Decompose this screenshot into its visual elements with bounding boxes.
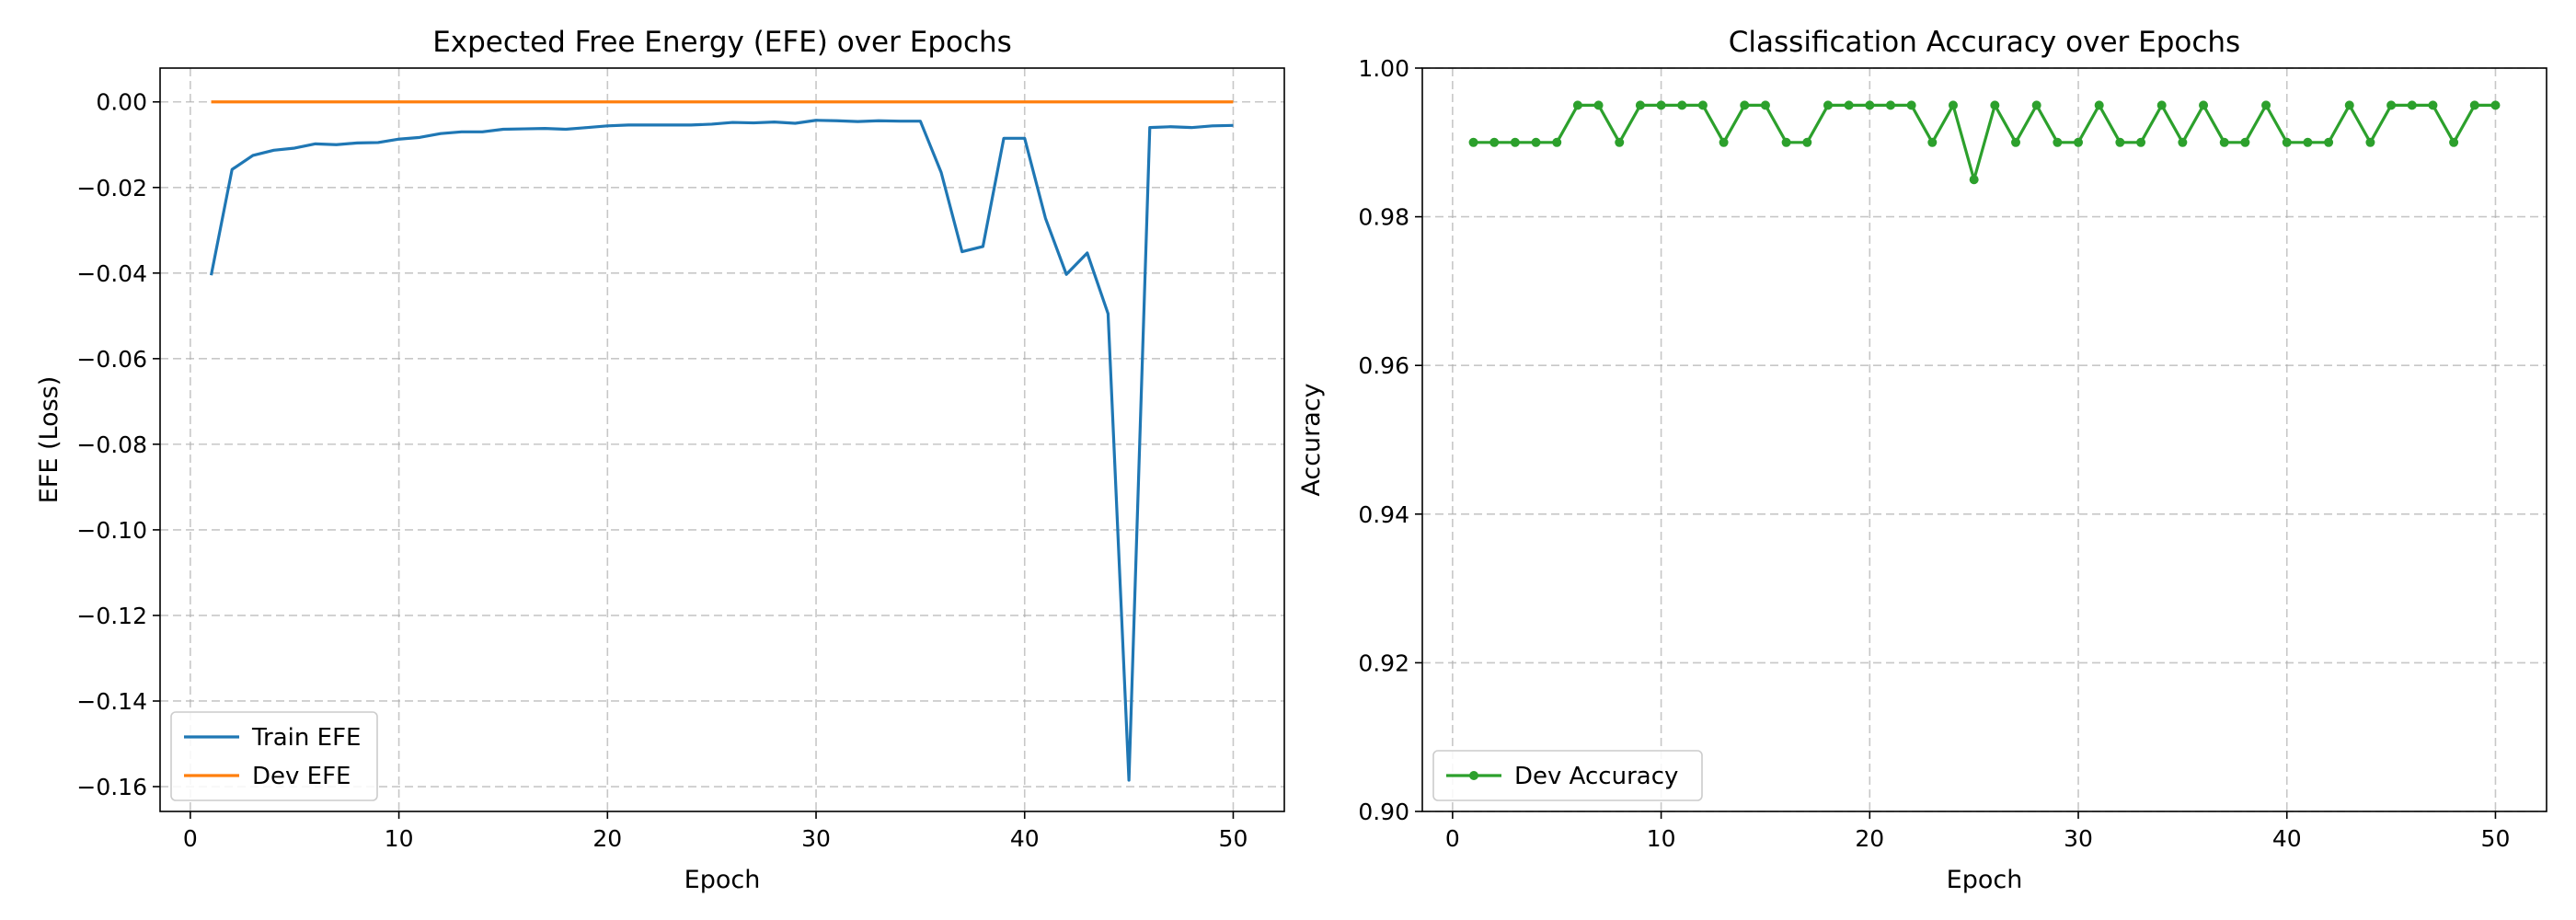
- data-point: [2324, 137, 2334, 147]
- data-point: [2469, 100, 2479, 110]
- chart-panel-1: 0 10 20 30 40 50 0.00 −0.02 −0.04 −0.06 −0.08 −0.10…: [35, 26, 1285, 894]
- data-point: [1656, 100, 1666, 110]
- data-point: [2490, 100, 2501, 110]
- data-point: [2344, 100, 2354, 110]
- y-tick-label: 0.94: [1358, 501, 1409, 528]
- y-tick-label: −0.04: [76, 260, 147, 287]
- data-point: [2053, 137, 2063, 147]
- data-point: [1740, 100, 1750, 110]
- data-point: [2386, 100, 2397, 110]
- data-point: [2428, 100, 2438, 110]
- data-point: [1552, 137, 1562, 147]
- legend-label: Train EFE: [251, 724, 361, 752]
- plot-frame: [1421, 67, 2547, 812]
- x-axis-label: Epoch: [684, 866, 761, 894]
- x-tick-label: 50: [1219, 825, 1248, 852]
- plot-frame: [159, 67, 1285, 812]
- data-point: [1906, 100, 1916, 110]
- y-tick-label: −0.08: [76, 431, 147, 458]
- data-point: [1468, 137, 1478, 147]
- y-tick-label: −0.14: [76, 688, 147, 715]
- data-point: [1927, 137, 1938, 147]
- x-tick-label: 40: [2272, 825, 2302, 852]
- data-point: [1677, 100, 1687, 110]
- x-tick-label: 20: [592, 825, 622, 852]
- x-tick-label: 0: [1445, 825, 1460, 852]
- data-point: [1844, 100, 1854, 110]
- x-tick-label: 10: [1647, 825, 1676, 852]
- y-axis-label: Accuracy: [1297, 383, 1326, 496]
- y-tick-label: −0.06: [76, 346, 147, 373]
- data-point: [2219, 137, 2229, 147]
- data-point: [2199, 100, 2209, 110]
- x-tick-label: 0: [183, 825, 198, 852]
- y-tick-label: −0.12: [76, 603, 147, 629]
- y-tick-label: −0.16: [76, 774, 147, 800]
- y-tick-label: 0.90: [1358, 799, 1409, 825]
- y-tick-label: 0.92: [1358, 650, 1409, 676]
- data-point: [2282, 137, 2292, 147]
- data-point: [2074, 137, 2084, 147]
- legend-label: Dev EFE: [252, 763, 351, 790]
- data-point: [2261, 100, 2271, 110]
- y-tick-label: −0.02: [76, 175, 147, 201]
- y-tick-label: 0.00: [96, 89, 147, 116]
- y-axis-label: EFE (Loss): [35, 376, 63, 504]
- data-point: [1948, 100, 1958, 110]
- data-point: [1969, 175, 1979, 185]
- data-point: [1635, 100, 1645, 110]
- data-point: [1615, 137, 1625, 147]
- data-point: [1510, 137, 1520, 147]
- data-point: [2011, 137, 2021, 147]
- y-tick-label: 1.00: [1358, 55, 1409, 82]
- series-line-train-efe: [209, 119, 1234, 782]
- legend: Train EFE Dev EFE: [170, 711, 378, 801]
- legend-marker: [1469, 771, 1478, 780]
- data-point: [1990, 100, 2000, 110]
- data-point: [1865, 100, 1875, 110]
- data-point: [1489, 137, 1500, 147]
- data-point: [2094, 100, 2104, 110]
- x-tick-label: 30: [2064, 825, 2093, 852]
- data-point: [2303, 137, 2313, 147]
- data-point: [1572, 100, 1582, 110]
- data-point: [1593, 100, 1604, 110]
- data-point: [2136, 137, 2146, 147]
- y-tick-label: −0.10: [76, 517, 147, 544]
- x-tick-label: 30: [801, 825, 831, 852]
- series-line-dev-accuracy: [1473, 103, 2496, 181]
- x-tick-label: 50: [2481, 825, 2511, 852]
- data-point: [1781, 137, 1791, 147]
- data-point: [1697, 100, 1708, 110]
- data-point: [2240, 137, 2250, 147]
- legend: Dev Accuracy: [1432, 750, 1703, 801]
- data-point: [2178, 137, 2188, 147]
- chart-title: Expected Free Energy (EFE) over Epochs: [432, 26, 1012, 59]
- legend-box: [170, 711, 378, 801]
- data-point: [1531, 137, 1541, 147]
- y-tick-label: 0.98: [1358, 204, 1409, 231]
- x-tick-label: 40: [1010, 825, 1040, 852]
- data-point: [1823, 100, 1833, 110]
- data-point: [2365, 137, 2375, 147]
- x-tick-label: 20: [1855, 825, 1884, 852]
- data-point: [2031, 100, 2041, 110]
- data-point: [2115, 137, 2125, 147]
- data-point: [1885, 100, 1895, 110]
- legend-box: [1432, 750, 1703, 801]
- x-axis-label: Epoch: [1947, 866, 2023, 894]
- data-point: [1719, 137, 1729, 147]
- chart-panel-2: 0 10 20 30 40 50 0.90 0.92 0.94 0.96 0.98 1.00 Class…: [1297, 26, 2547, 894]
- data-point: [2449, 137, 2459, 147]
- chart-title: Classification Accuracy over Epochs: [1729, 26, 2240, 59]
- y-tick-label: 0.96: [1358, 352, 1409, 379]
- data-point: [1802, 137, 1812, 147]
- x-tick-label: 10: [385, 825, 414, 852]
- data-point: [2156, 100, 2167, 110]
- data-point: [2407, 100, 2417, 110]
- legend-label: Dev Accuracy: [1514, 763, 1678, 790]
- data-point: [1760, 100, 1770, 110]
